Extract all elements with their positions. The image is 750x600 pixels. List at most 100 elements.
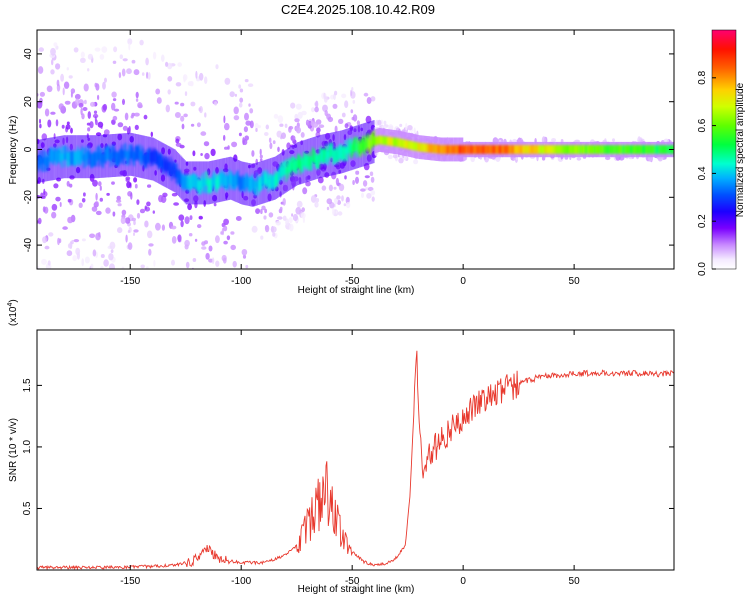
heatmap-speckle [56,79,60,87]
heatmap-speckle [295,207,302,215]
heatmap-ridge-cell [478,145,480,154]
heatmap-ridge-cell [574,145,576,154]
heatmap-ridge-cell [410,141,412,150]
heatmap-ridge-cell [67,153,69,168]
heatmap-speckle [220,231,223,235]
heatmap-ridge-cell [432,144,434,153]
y-tick-label: 1.5 [22,378,33,392]
heatmap-ridge-cell [461,145,463,154]
heatmap-speckle [134,183,138,189]
heatmap-speckle [75,98,80,106]
heatmap-speckle [204,76,208,84]
heatmap-ridge-cell [459,145,461,154]
heatmap-ridge-cell [339,143,341,159]
heatmap-ridge-cell [575,145,577,154]
heatmap-ridge-cell [622,145,624,154]
heatmap-ridge-cell [290,162,293,177]
heatmap-speckle [223,115,226,124]
heatmap-ridge-cell [497,145,499,154]
heatmap-speckle [199,72,204,81]
heatmap-ridge-cell [490,145,492,154]
heatmap-ridge-cell [404,139,406,149]
heatmap-ridge-cell [512,145,514,154]
heatmap-ridge-cell [232,175,234,190]
heatmap-speckle [290,102,296,109]
heatmap-speckle [60,73,64,82]
heatmap-ridge-cell [163,157,165,172]
heatmap-speckle [185,261,190,269]
heatmap-ridge-cell [97,145,99,161]
heatmap-ridge-cell [428,143,430,153]
heatmap-ridge-cell [651,145,653,154]
heatmap-ridge-cell [603,145,605,154]
heatmap-ridge-cell [373,130,375,145]
heatmap-ridge-cell [177,171,179,186]
heatmap-ridge-cell [450,145,452,154]
snr-series [37,350,674,570]
heatmap-ridge-cell [451,145,453,154]
heatmap-ridge-cell [326,148,328,164]
heatmap-speckle [46,85,53,93]
heatmap-ridge-cell [523,145,525,154]
y-tick-label: -40 [23,237,34,252]
heatmap-ridge-cell [437,144,439,154]
heatmap-ridge-cell [336,147,338,162]
heatmap-speckle [174,112,181,118]
heatmap-speckle [335,177,339,186]
heatmap-speckle [120,216,126,225]
heatmap-ridge-cell [170,157,172,172]
heatmap-speckle [189,289,192,295]
heatmap-speckle [175,138,180,144]
heatmap-ridge-cell [176,163,178,178]
heatmap-ridge-cell [123,150,125,165]
heatmap-ridge-cell [356,136,358,151]
heatmap-speckle [78,202,83,208]
heatmap-speckle [264,208,267,214]
heatmap-ridge-cell [186,174,188,189]
heatmap-ridge-cell [139,144,141,159]
heatmap-ridge-cell [577,145,579,154]
heatmap-speckle [312,121,319,128]
heatmap-speckle [227,145,230,150]
heatmap-speckle [94,47,101,52]
heatmap-speckle [64,100,71,105]
heatmap-ridge-cell [406,140,408,149]
heatmap-ridge-cell [538,145,540,154]
heatmap-ridge-cell [93,150,95,165]
heatmap-ridge-cell [272,176,274,191]
heatmap-speckle [111,91,117,98]
heatmap-speckle [47,119,52,128]
heatmap-ridge-cell [438,144,440,154]
heatmap-ridge-cell [536,145,538,154]
heatmap-speckle [223,257,227,264]
heatmap-ridge-cell [91,153,93,168]
heatmap-ridge-cell [179,170,182,186]
heatmap-ridge-cell [345,139,347,155]
heatmap-ridge-cell [646,145,649,154]
heatmap-ridge-cell [295,159,297,174]
heatmap-ridge-cell [95,151,97,167]
heatmap-speckle [317,176,324,184]
heatmap-speckle [367,186,374,192]
heatmap-ridge-cell [274,170,276,186]
heatmap-ridge-cell [334,150,336,165]
heatmap-speckle [223,240,228,245]
heatmap-speckle [99,185,102,191]
heatmap-ridge-cell [558,145,560,154]
heatmap-ridge-cell [593,145,595,154]
heatmap-ridge-cell [514,145,516,154]
heatmap-ridge-cell [588,145,590,154]
heatmap-ridge-cell [463,145,465,154]
heatmap-ridge-cell [203,177,206,192]
heatmap-speckle [195,70,198,79]
heatmap-ridge-cell [462,145,464,154]
heatmap-ridge-cell [311,156,313,171]
heatmap-speckle [361,192,364,198]
heatmap-ridge-cell [592,145,594,154]
heatmap-ridge-cell [137,145,139,161]
heatmap-ridge-cell [429,144,431,153]
heatmap-ridge-cell [285,167,287,183]
heatmap-ridge-cell [482,145,484,154]
heatmap-ridge-cell [249,178,251,193]
heatmap-speckle [276,130,282,138]
